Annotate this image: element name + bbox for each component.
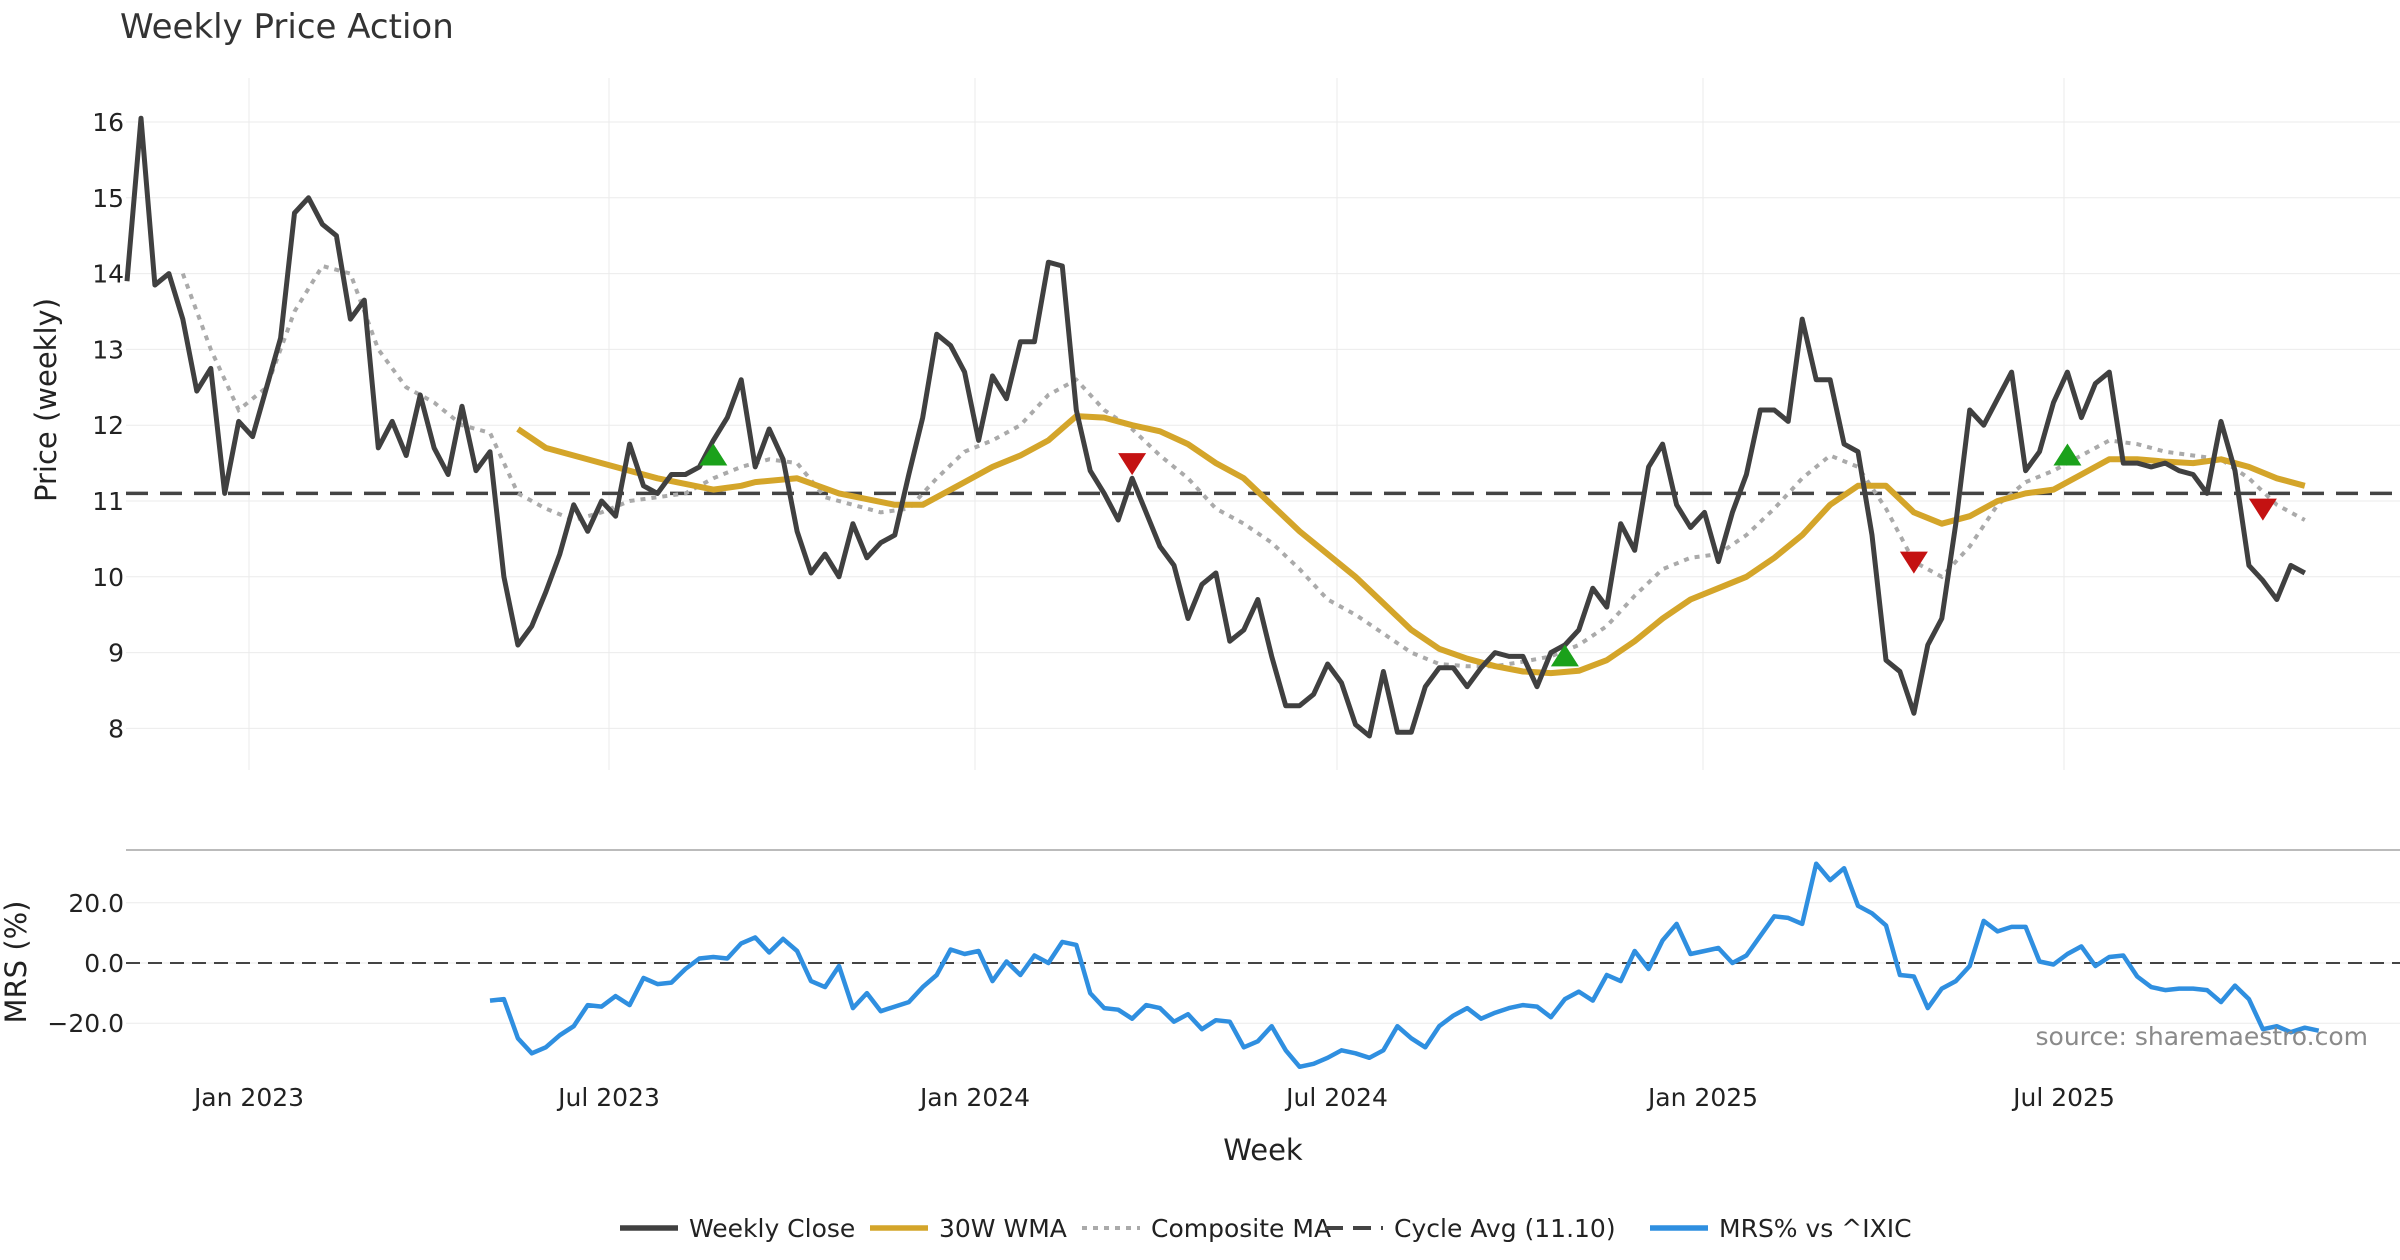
buy-signal-marker: [699, 443, 728, 466]
legend-label: MRS% vs ^IXIC: [1719, 1214, 1912, 1243]
legend: Weekly Close 30W WMA Composite MA Cycle Avg…: [620, 1214, 1912, 1243]
legend-label: Cycle Avg (11.10): [1394, 1214, 1616, 1243]
legend-label: Weekly Close: [689, 1214, 855, 1243]
legend-label: 30W WMA: [939, 1214, 1067, 1243]
x-tick-label: Jan 2024: [918, 1083, 1030, 1112]
signal-markers: [699, 443, 2277, 667]
buy-signal-marker: [1550, 644, 1579, 667]
legend-item: 30W WMA: [870, 1214, 1067, 1243]
sell-signal-marker: [1118, 453, 1147, 476]
x-tick-label: Jul 2024: [1284, 1083, 1388, 1112]
price-y-tick-label: 8: [108, 714, 124, 743]
price-y-tick-label: 13: [92, 335, 124, 364]
price-y-tick-label: 15: [92, 184, 124, 213]
mrs-line: [489, 861, 2320, 1070]
x-tick-label: Jul 2025: [2011, 1083, 2115, 1112]
legend-item: Weekly Close: [620, 1214, 855, 1243]
mrs-y-axis-title: MRS (%): [0, 901, 33, 1024]
price-y-tick-label: 11: [92, 487, 124, 516]
mrs-y-tick-label: 20.0: [68, 889, 124, 918]
legend-item: Cycle Avg (11.10): [1325, 1214, 1616, 1243]
sell-signal-marker: [1899, 551, 1928, 574]
price-y-tick-label: 10: [92, 563, 124, 592]
composite-ma-line: [180, 263, 2306, 669]
mrs-y-ticks: 20.0 0.0 −20.0: [47, 889, 124, 1038]
x-tick-label: Jan 2025: [1646, 1083, 1758, 1112]
mrs-y-tick-label: −20.0: [47, 1009, 124, 1038]
sell-signal-marker: [2248, 498, 2277, 521]
price-y-tick-label: 12: [92, 411, 124, 440]
price-y-tick-label: 9: [108, 639, 124, 668]
weekly-close-line: [124, 115, 2306, 739]
legend-item: MRS% vs ^IXIC: [1650, 1214, 1912, 1243]
x-axis-title: Week: [1223, 1133, 1303, 1167]
price-y-tick-label: 14: [92, 260, 124, 289]
x-tick-label: Jan 2023: [192, 1083, 304, 1112]
wma30-line: [516, 413, 2306, 677]
chart-title: Weekly Price Action: [120, 7, 454, 47]
x-tick-label: Jul 2023: [556, 1083, 660, 1112]
mrs-y-tick-label: 0.0: [84, 949, 124, 978]
price-y-tick-label: 16: [92, 108, 124, 137]
x-ticks: Jan 2023 Jul 2023 Jan 2024 Jul 2024 Jan 2025…: [192, 1083, 2115, 1112]
price-y-ticks: 8 9 10 11 12 13 14 15 16: [92, 108, 124, 743]
buy-signal-marker: [2053, 443, 2082, 466]
price-y-axis-title: Price (weekly): [29, 298, 63, 502]
source-note: source: sharemaestro.com: [2036, 1022, 2369, 1051]
legend-label: Composite MA: [1151, 1214, 1331, 1243]
legend-item: Composite MA: [1082, 1214, 1331, 1243]
